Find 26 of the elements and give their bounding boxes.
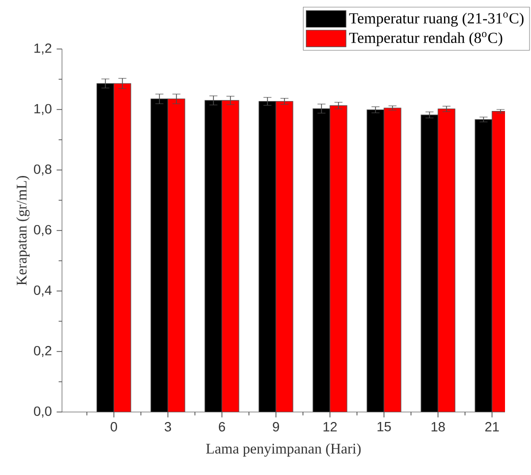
y-axis-title: Kerapatan (gr/mL)	[16, 176, 30, 286]
x-tick-label: 9	[272, 422, 280, 432]
x-tick-label: 12	[324, 422, 337, 432]
legend-label: Temperatur ruang (21-31$^{o}$C)	[349, 12, 524, 27]
y-tick-label: 0,2	[34, 346, 52, 358]
legend-label: Temperatur rendah (8$^{o}$C)	[349, 32, 502, 46]
x-tick-label: 18	[432, 422, 445, 432]
bar	[384, 108, 401, 412]
x-tick-label: 6	[218, 422, 226, 432]
bar	[168, 98, 185, 412]
y-tick-label: 1,0	[34, 104, 52, 116]
y-tick-label: 0,0	[34, 406, 52, 418]
y-tick-label: 0,6	[34, 224, 52, 236]
bar	[222, 100, 239, 412]
bar	[330, 106, 347, 412]
x-tick-label: 0	[110, 422, 118, 432]
y-tick-label: 0,8	[34, 164, 52, 176]
x-axis-title: Lama penyimpanan (Hari)	[206, 443, 361, 457]
y-tick-label: 1,2	[34, 43, 52, 55]
x-tick-label: 3	[164, 422, 172, 432]
bar	[276, 101, 293, 412]
y-tick-label: 0,4	[34, 285, 52, 297]
bar	[114, 83, 131, 412]
bar	[438, 108, 456, 412]
x-tick-label: 21	[485, 422, 499, 432]
x-tick-label: 15	[378, 422, 391, 432]
